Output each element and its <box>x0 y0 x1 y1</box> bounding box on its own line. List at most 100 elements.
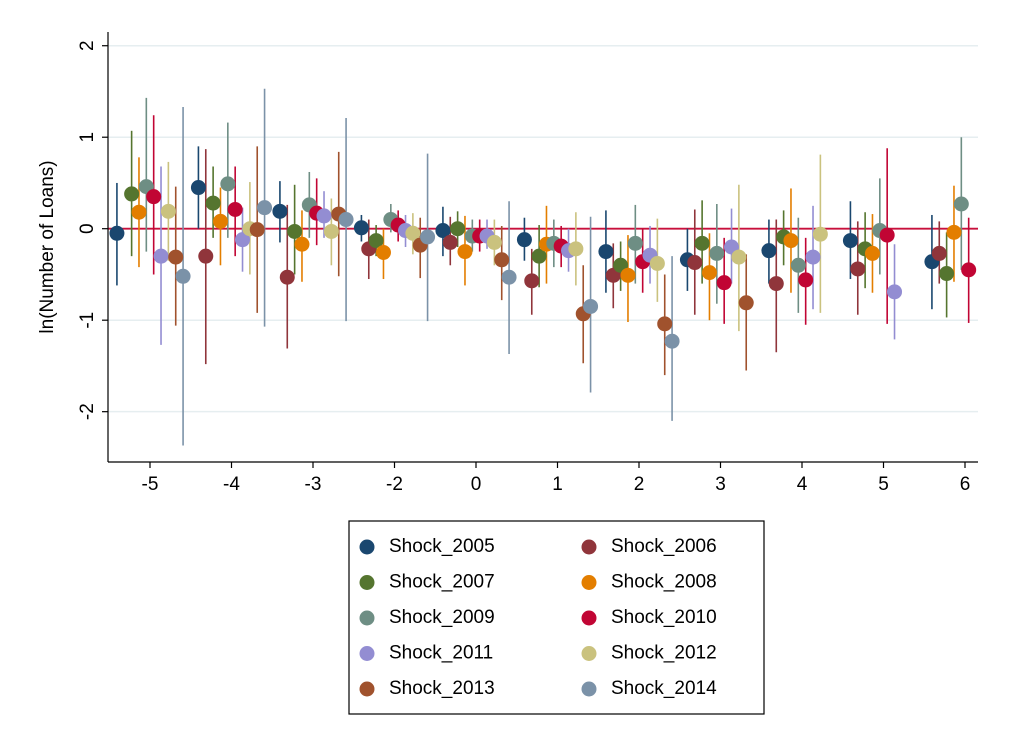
point <box>649 255 665 271</box>
point <box>190 180 206 196</box>
point <box>887 284 903 300</box>
point <box>494 252 510 268</box>
point <box>783 233 799 249</box>
point <box>842 233 858 249</box>
legend-marker <box>359 646 375 661</box>
legend-label: Shock_2005 <box>389 536 495 557</box>
point <box>694 235 710 251</box>
legend-marker <box>581 681 597 697</box>
legend-marker <box>359 681 375 697</box>
point <box>516 232 532 248</box>
legend-box <box>348 520 765 715</box>
x-tick-label: 3 <box>715 474 726 495</box>
point <box>657 316 673 332</box>
point <box>420 229 436 245</box>
point <box>198 248 214 264</box>
legend-marker <box>359 539 375 555</box>
y-tick-label: 1 <box>77 132 98 143</box>
point <box>761 243 777 259</box>
point <box>175 268 191 284</box>
y-tick-label: -1 <box>77 312 98 329</box>
point <box>946 224 962 240</box>
point <box>160 203 176 219</box>
point <box>257 200 273 216</box>
legend-marker <box>581 575 597 590</box>
point <box>939 266 955 282</box>
legend-marker <box>359 610 375 626</box>
x-tick-label: 5 <box>878 474 889 495</box>
point <box>153 248 169 264</box>
legend-label: Shock_2012 <box>611 643 717 664</box>
x-tick-label: 2 <box>634 474 645 495</box>
point <box>338 212 354 228</box>
point <box>405 225 421 241</box>
point <box>323 223 339 239</box>
legend-label: Shock_2006 <box>611 536 717 557</box>
x-tick-label: -2 <box>386 474 403 495</box>
point <box>664 333 680 349</box>
legend-marker <box>581 539 597 555</box>
point <box>279 269 295 285</box>
point <box>931 245 947 261</box>
x-tick-label: -4 <box>223 474 240 495</box>
point <box>620 267 636 283</box>
point <box>687 255 703 271</box>
point <box>731 249 747 265</box>
point <box>805 249 821 265</box>
x-tick-label: 1 <box>552 474 563 495</box>
legend-label: Shock_2007 <box>389 572 495 593</box>
x-tick-label: 0 <box>471 474 482 495</box>
point <box>568 241 584 257</box>
y-tick-label: -2 <box>77 403 98 420</box>
point <box>220 176 236 192</box>
point <box>583 298 599 314</box>
point <box>850 261 866 277</box>
point <box>457 244 473 260</box>
point <box>368 233 384 249</box>
y-tick-label: 2 <box>77 40 98 51</box>
legend-label: Shock_2008 <box>611 572 717 593</box>
legend-label: Shock_2014 <box>611 678 717 699</box>
point <box>627 235 643 251</box>
point <box>287 223 303 239</box>
point <box>953 196 969 212</box>
point <box>701 265 717 281</box>
legend-marker <box>359 575 375 590</box>
legend-label: Shock_2010 <box>611 607 717 628</box>
point <box>124 186 140 202</box>
point <box>272 203 288 219</box>
legend-label: Shock_2013 <box>389 678 495 699</box>
legend-marker <box>581 610 597 626</box>
point <box>375 244 391 260</box>
x-tick-label: 6 <box>960 474 971 495</box>
point <box>212 213 228 229</box>
point <box>598 244 614 260</box>
point <box>961 262 977 278</box>
legend-label: Shock_2011 <box>389 643 493 664</box>
point <box>450 221 466 237</box>
point <box>249 222 265 238</box>
point <box>524 273 540 289</box>
legend-marker <box>581 646 597 661</box>
point <box>716 275 732 291</box>
point <box>709 245 725 261</box>
point <box>435 223 451 239</box>
x-tick-label: -3 <box>305 474 322 495</box>
point <box>235 232 251 248</box>
point <box>486 234 502 250</box>
point <box>131 204 147 220</box>
point <box>353 220 369 236</box>
point <box>227 201 243 217</box>
y-tick-label: 0 <box>77 223 98 234</box>
point <box>501 269 517 285</box>
point <box>316 208 332 224</box>
x-tick-label: 4 <box>797 474 808 495</box>
point <box>812 226 828 242</box>
point <box>531 248 547 264</box>
point <box>168 249 184 265</box>
point <box>798 272 814 288</box>
point <box>738 295 754 311</box>
point <box>879 227 895 243</box>
